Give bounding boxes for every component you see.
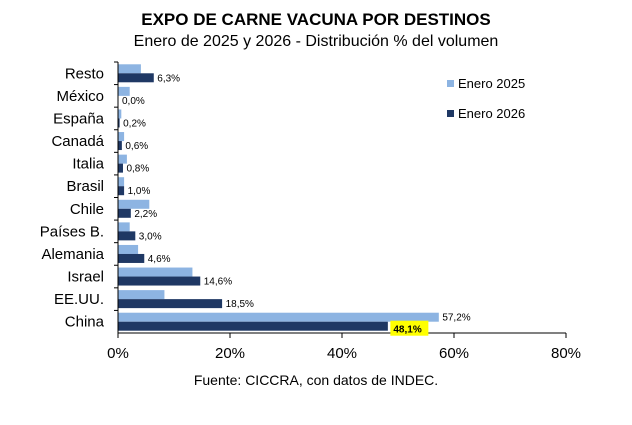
bar-enero-2026 [118,321,388,331]
chart-subtitle: Enero de 2025 y 2026 - Distribución % de… [133,33,499,50]
bar-enero-2026 [118,118,120,128]
bar-enero-2025 [118,312,439,322]
source-note: Fuente: CICCRA, con datos de INDEC. [193,372,439,388]
data-label: 3,0% [139,231,162,242]
category-label: Canadá [51,133,104,150]
category-label: China [65,314,105,331]
data-label: 4,6% [148,254,171,265]
legend-swatch [447,110,454,117]
bar-enero-2026 [118,231,136,241]
data-label: 0,6% [125,141,148,152]
data-label: 0,2% [123,118,146,129]
bar-enero-2025 [118,199,150,209]
category-label: Brasil [66,178,104,195]
bar-enero-2026 [118,253,145,263]
category-label: España [53,110,105,127]
x-tick-label: 20% [215,345,245,362]
bar-enero-2025 [118,222,130,232]
legend-label: Enero 2026 [458,106,525,121]
legend-label: Enero 2025 [458,76,525,91]
category-label: Israel [67,269,104,286]
category-label: Italia [72,156,104,173]
chart-title: EXPO DE CARNE VACUNA POR DESTINOS [141,10,491,29]
category-label: Países B. [40,223,104,240]
bar-enero-2025 [118,86,130,96]
bar-enero-2026 [118,73,154,83]
category-label: Chile [70,201,104,218]
data-label: 6,3% [157,73,180,84]
x-tick-label: 0% [107,345,129,362]
x-tick-label: 40% [327,345,357,362]
bar-enero-2025 [118,244,139,254]
category-label: EE.UU. [54,291,104,308]
legend-swatch [447,80,454,87]
data-label: 18,5% [226,299,254,310]
category-label: Alemania [41,246,104,263]
bar-enero-2026 [118,208,131,218]
bar-enero-2026 [118,186,125,196]
data-label: 1,0% [128,186,151,197]
bar-enero-2026 [118,299,223,309]
data-label: 14,6% [204,277,232,288]
bar-enero-2025 [118,177,125,187]
category-label: Resto [65,65,104,82]
data-label: 0,8% [126,164,149,175]
bar-enero-2025 [118,64,141,74]
data-label-highlight [390,320,429,336]
bar-enero-2026 [118,276,201,286]
bar-enero-2026 [118,163,123,173]
data-label: 48,1% [393,325,421,336]
category-label: México [56,88,104,105]
bar-enero-2025 [118,132,125,142]
x-tick-label: 80% [551,345,581,362]
data-label: 0,0% [122,96,145,107]
bar-enero-2026 [118,141,122,151]
bar-enero-2025 [118,267,193,277]
x-tick-label: 60% [439,345,469,362]
data-label: 57,2% [442,313,470,324]
bar-enero-2025 [118,154,127,164]
bar-enero-2025 [118,290,165,300]
bar-enero-2025 [118,109,122,119]
data-label: 2,2% [134,209,157,220]
